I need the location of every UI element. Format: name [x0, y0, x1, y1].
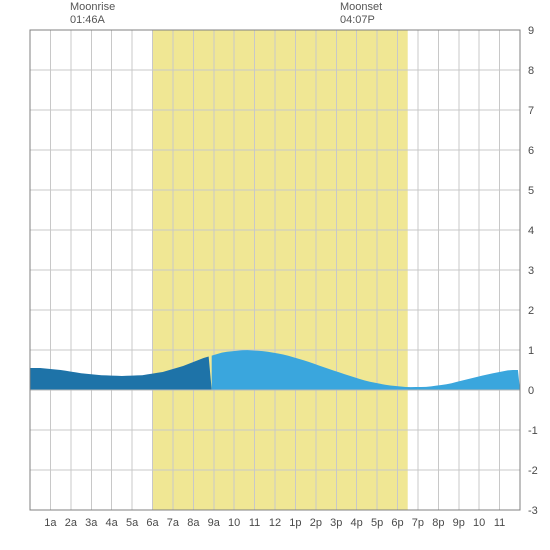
- x-tick-label: 10: [473, 517, 485, 529]
- x-tick-label: 2a: [65, 517, 78, 529]
- x-tick-label: 7p: [412, 517, 424, 529]
- x-tick-label: 10: [228, 517, 240, 529]
- y-tick-label: 2: [528, 305, 534, 317]
- x-tick-label: 1p: [289, 517, 301, 529]
- moonset-time: 04:07P: [340, 14, 382, 27]
- x-tick-label: 11: [494, 517, 505, 529]
- x-tick-label: 12: [269, 517, 281, 529]
- x-tick-label: 6p: [391, 517, 403, 529]
- y-tick-label: 3: [528, 265, 534, 277]
- x-tick-label: 4p: [351, 517, 363, 529]
- moonrise-block: Moonrise 01:46A: [70, 1, 115, 27]
- x-tick-label: 3p: [330, 517, 342, 529]
- y-tick-label: 9: [528, 25, 534, 37]
- moonset-block: Moonset 04:07P: [340, 1, 382, 27]
- chart-svg: -3-2-101234567891a2a3a4a5a6a7a8a9a101112…: [0, 0, 550, 550]
- x-tick-label: 9p: [453, 517, 465, 529]
- y-tick-label: -3: [528, 505, 538, 517]
- y-tick-label: 7: [528, 105, 534, 117]
- x-tick-label: 2p: [310, 517, 322, 529]
- x-tick-label: 3a: [85, 517, 98, 529]
- y-tick-label: 1: [528, 345, 534, 357]
- x-tick-label: 4a: [106, 517, 119, 529]
- x-tick-label: 11: [249, 517, 260, 529]
- y-tick-label: -1: [528, 425, 538, 437]
- x-tick-label: 6a: [146, 517, 159, 529]
- x-tick-label: 8p: [432, 517, 444, 529]
- y-tick-label: -2: [528, 465, 538, 477]
- x-tick-label: 7a: [167, 517, 180, 529]
- x-tick-label: 9a: [208, 517, 221, 529]
- x-tick-label: 5a: [126, 517, 139, 529]
- x-tick-label: 8a: [187, 517, 200, 529]
- y-tick-label: 8: [528, 65, 534, 77]
- x-tick-label: 5p: [371, 517, 383, 529]
- moonrise-time: 01:46A: [70, 14, 115, 27]
- moonset-label: Moonset: [340, 1, 382, 14]
- y-tick-label: 6: [528, 145, 534, 157]
- moonrise-label: Moonrise: [70, 1, 115, 14]
- tide-moon-chart: Moonrise 01:46A Moonset 04:07P -3-2-1012…: [0, 0, 550, 550]
- y-tick-label: 4: [528, 225, 534, 237]
- y-tick-label: 5: [528, 185, 534, 197]
- y-tick-label: 0: [528, 385, 534, 397]
- x-tick-label: 1a: [44, 517, 57, 529]
